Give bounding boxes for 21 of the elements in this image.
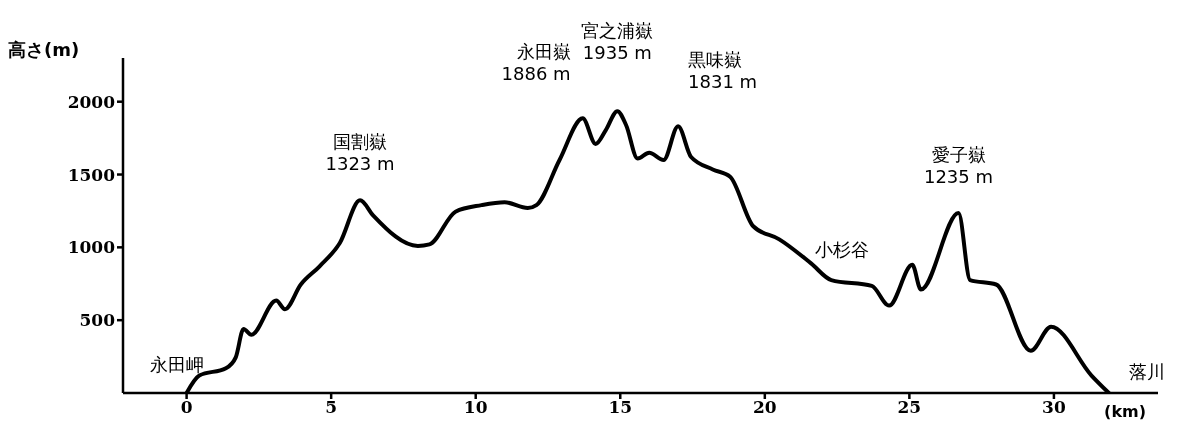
x-axis-title: (km) [1104,402,1146,421]
x-tick-label: 10 [463,397,488,418]
annotation: 国割嶽 1323 m [325,131,395,175]
annotation: 宮之浦嶽 1935 m [581,20,654,64]
x-tick-label: 0 [180,397,193,418]
x-tick-label: 25 [897,397,922,418]
x-tick-label: 15 [608,397,633,418]
annotation: 永田岬 [149,354,204,375]
y-axis-title: 高さ(m) [8,38,80,62]
y-tick-label: 500 [79,310,116,331]
annotation: 黒味嶽 1831 m [688,49,758,93]
x-tick-label: 5 [325,397,338,418]
annotation: 愛子嶽 1235 m [923,144,994,188]
y-tick-label: 1500 [67,164,116,185]
x-tick-label: 30 [1042,397,1066,418]
x-tick-label: 20 [752,397,777,418]
y-tick-label: 2000 [67,91,116,112]
annotation: 小杉谷 [815,238,870,260]
annotation: 落川 [1128,361,1165,382]
y-tick-label: 1000 [67,237,116,258]
annotation: 永田嶽 1886 m [501,41,571,85]
